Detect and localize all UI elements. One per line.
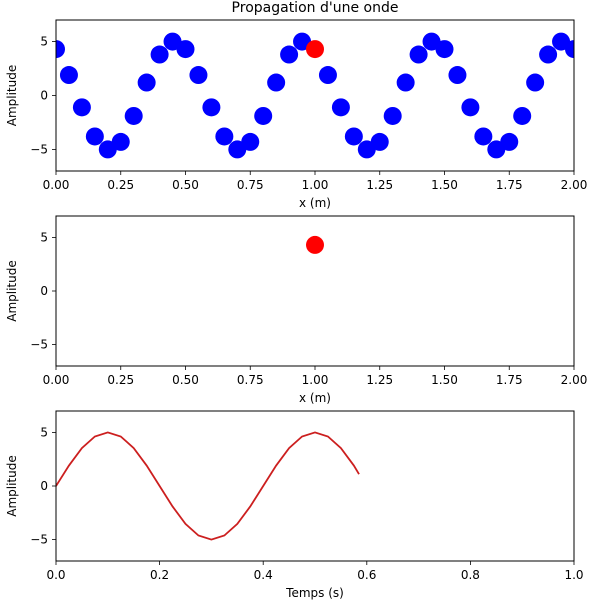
data-point	[344, 127, 363, 146]
x-axis-label: x (m)	[299, 391, 331, 405]
axes-frame	[55, 215, 575, 367]
data-point	[241, 132, 260, 151]
data-point	[189, 66, 208, 85]
data-point	[370, 132, 389, 151]
data-point	[72, 98, 91, 117]
data-point	[500, 132, 519, 151]
data-point	[267, 73, 286, 92]
subplot-2: 0.00 0.25 0.50 0.75 1.00 1.25 1.50 1.75 2.00 −5 0 5…	[5, 215, 588, 405]
x-tick-label: 0.2	[150, 568, 169, 582]
data-point	[202, 98, 221, 117]
x-tick-label: 0.25	[107, 373, 134, 387]
x-tick-label: 0.00	[43, 373, 70, 387]
charts-container: 0.00 0.25 0.50 0.75 1.00 1.25 1.50 1.75 2.00−505…	[5, 19, 588, 600]
y-tick-label: −5	[30, 533, 48, 547]
plot-area-3	[56, 431, 360, 541]
y-tick-label: −5	[30, 338, 48, 352]
data-point	[280, 45, 299, 64]
series-line	[56, 431, 360, 541]
y-tick-label: 5	[40, 35, 48, 49]
data-point	[474, 127, 493, 146]
data-point	[461, 98, 480, 117]
y-tick-label: 5	[40, 230, 48, 244]
data-point	[254, 106, 273, 125]
x-tick-label: 0.8	[461, 568, 480, 582]
plot-area-1	[56, 32, 574, 159]
x-tick-label: 2.00	[561, 178, 588, 192]
x-tick-label: 1.00	[302, 373, 329, 387]
x-tick-label: 1.75	[496, 178, 523, 192]
data-point	[137, 73, 156, 92]
plot-area-2	[306, 235, 324, 254]
data-point	[111, 132, 130, 151]
y-axis-label: Amplitude	[5, 455, 19, 517]
chart-title: Propagation d'une onde	[232, 0, 399, 16]
y-axis-label: Amplitude	[5, 260, 19, 322]
x-tick-label: 0.75	[237, 373, 264, 387]
data-point	[56, 40, 65, 59]
y-axis-label: Amplitude	[5, 65, 19, 127]
data-point	[565, 40, 574, 59]
x-tick-label: 0.4	[254, 568, 273, 582]
x-axis-label: x (m)	[299, 196, 331, 210]
x-tick-label: 1.25	[366, 178, 393, 192]
data-point	[85, 127, 104, 146]
data-point	[383, 106, 402, 125]
data-point	[396, 73, 415, 92]
data-point	[331, 98, 350, 117]
x-tick-label: 0.75	[237, 178, 264, 192]
tracked-point	[306, 235, 324, 254]
x-tick-label: 0.25	[107, 178, 134, 192]
data-point	[59, 66, 78, 85]
x-tick-label: 0.50	[172, 178, 199, 192]
x-tick-label: 0.50	[172, 373, 199, 387]
data-point	[539, 45, 558, 64]
y-tick-label: 0	[40, 89, 48, 103]
axes-frame	[55, 19, 575, 172]
data-point	[513, 106, 532, 125]
y-tick-label: 0	[40, 479, 48, 493]
subplot-1: 0.00 0.25 0.50 0.75 1.00 1.25 1.50 1.75 2.00 −5 0 5…	[5, 19, 588, 210]
y-tick-label: 0	[40, 284, 48, 298]
data-point	[526, 73, 545, 92]
x-tick-label: 1.25	[366, 373, 393, 387]
data-point	[435, 40, 454, 59]
x-tick-label: 0.00	[43, 178, 70, 192]
data-point	[215, 127, 234, 146]
x-tick-label: 1.0	[564, 568, 583, 582]
data-point	[448, 66, 467, 85]
axes-frame	[55, 410, 575, 562]
x-tick-label: 1.50	[431, 178, 458, 192]
x-tick-label: 1.50	[431, 373, 458, 387]
x-tick-label: 0.0	[46, 568, 65, 582]
data-point	[150, 45, 169, 64]
data-point	[409, 45, 428, 64]
data-point	[318, 66, 337, 85]
subplot-3: 0.0 0.2 0.4 0.6 0.8 1.0 −5 0 5 Temps (s) Amplitude	[5, 410, 584, 600]
tracked-point	[306, 40, 324, 59]
x-tick-label: 2.00	[561, 373, 588, 387]
x-axis-label: Temps (s)	[285, 586, 344, 600]
x-tick-label: 0.6	[357, 568, 376, 582]
x-tick-label: 1.00	[302, 178, 329, 192]
x-tick-label: 1.75	[496, 373, 523, 387]
y-tick-label: −5	[30, 142, 48, 156]
data-point	[176, 40, 195, 59]
y-tick-label: 5	[40, 425, 48, 439]
data-point	[124, 106, 143, 125]
